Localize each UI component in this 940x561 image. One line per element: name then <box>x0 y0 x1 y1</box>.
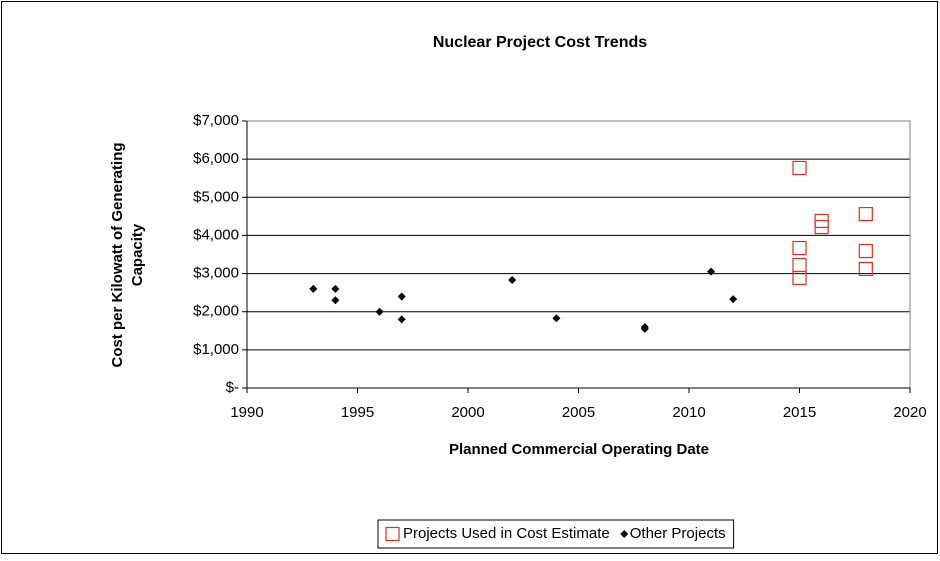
data-point <box>792 160 807 176</box>
y-tick-label: $7,000 <box>193 112 239 129</box>
data-point <box>640 324 649 333</box>
data-point <box>508 276 517 285</box>
data-point <box>858 261 873 277</box>
x-tick-label: 2000 <box>451 404 484 421</box>
data-point <box>375 307 384 316</box>
x-tick-label: 2005 <box>562 404 595 421</box>
data-point <box>707 267 716 276</box>
legend-marker <box>620 530 629 538</box>
y-tick-label: $4,000 <box>193 226 239 243</box>
x-tick-label: 2015 <box>783 404 816 421</box>
data-point <box>397 315 406 324</box>
data-point <box>729 295 738 304</box>
y-axis-label-line: Capacity <box>129 223 146 286</box>
x-tick-label: 1990 <box>230 404 263 421</box>
y-tick-label: $- <box>226 379 239 396</box>
y-tick-label: $2,000 <box>193 303 239 320</box>
x-tick-label: 1995 <box>341 404 374 421</box>
x-axis-label: Planned Commercial Operating Date <box>449 441 709 458</box>
legend-marker <box>385 526 400 542</box>
x-tick-label: 2010 <box>672 404 705 421</box>
data-point <box>552 314 561 323</box>
data-point <box>331 284 340 293</box>
data-point <box>858 243 873 259</box>
y-tick-label: $6,000 <box>193 150 239 167</box>
legend-label: Projects Used in Cost Estimate <box>403 525 610 542</box>
chart-title: Nuclear Project Cost Trends <box>433 34 647 51</box>
legend-label: Other Projects <box>630 525 726 542</box>
legend-box <box>377 519 735 549</box>
legend: Projects Used in Cost Estimate Other Proj… <box>377 519 735 549</box>
data-point <box>397 292 406 301</box>
y-tick-label: $1,000 <box>193 341 239 358</box>
data-point <box>792 240 807 256</box>
y-tick-label: $5,000 <box>193 188 239 205</box>
data-point <box>814 219 829 235</box>
y-axis-label: Cost per Kilowatt of Generating Capacity <box>109 142 146 367</box>
y-axis-label-line: Cost per Kilowatt of Generating <box>109 142 126 367</box>
data-point <box>792 270 807 286</box>
y-tick-label: $3,000 <box>193 265 239 282</box>
x-tick-label: 2020 <box>893 404 926 421</box>
data-point <box>331 296 340 305</box>
data-point <box>858 206 873 222</box>
data-point <box>309 284 318 293</box>
